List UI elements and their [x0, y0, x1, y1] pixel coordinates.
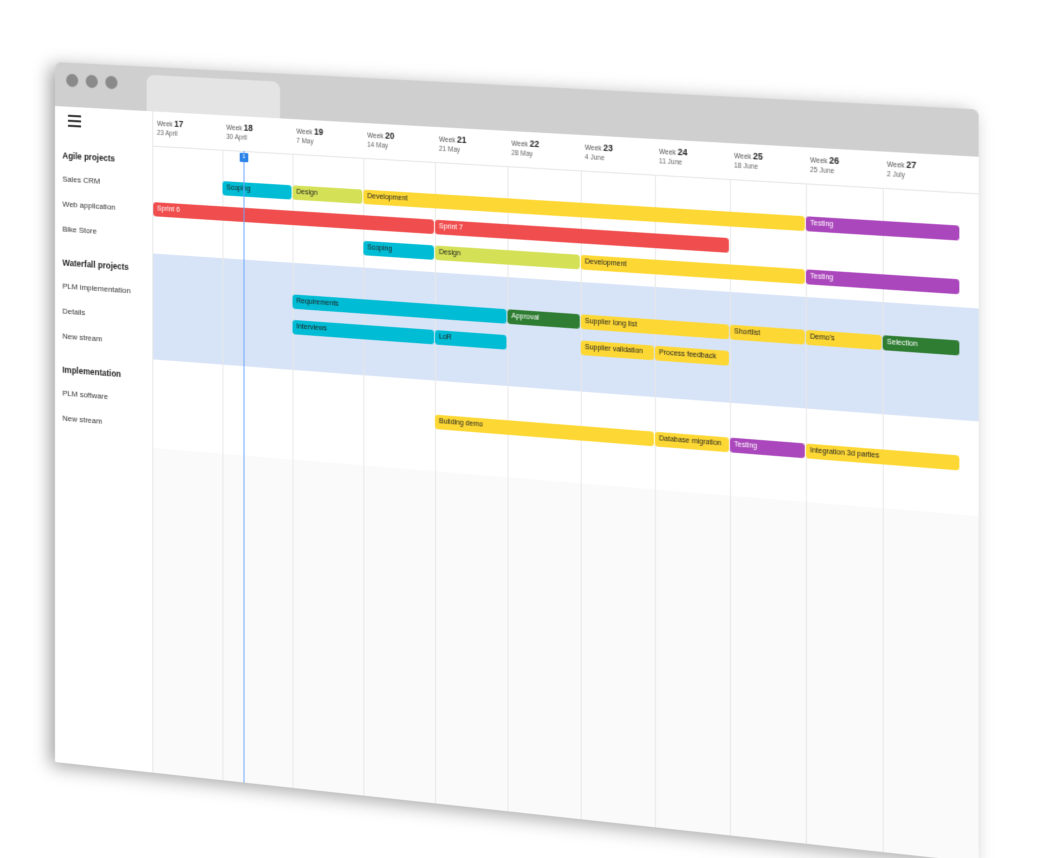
week-start-date: 11 June: [659, 158, 682, 167]
week-gridline: [730, 143, 731, 835]
browser-window: Agile projects Sales CRM Web application Bi…: [55, 62, 979, 858]
week-prefix: Week: [734, 153, 751, 161]
gantt-bar[interactable]: Building demo: [435, 415, 654, 447]
week-gridline: [883, 152, 884, 853]
project-sidebar: Agile projects Sales CRM Web application Bi…: [55, 106, 153, 773]
week-start-date: 21 May: [439, 146, 460, 154]
week-label: Week 17: [157, 118, 183, 130]
week-prefix: Week: [296, 128, 312, 136]
week-start-date: 2 July: [887, 171, 905, 180]
week-start-date: 28 May: [511, 150, 532, 158]
week-label: Week 22: [511, 137, 539, 149]
project-row-label[interactable]: Sales CRM: [62, 174, 100, 185]
today-line: [243, 151, 244, 783]
week-column-header: Week 27 2 July: [883, 152, 961, 193]
week-column-header: Week 17 23 April: [153, 111, 222, 149]
week-label: Week 26: [810, 154, 839, 166]
week-number: 19: [314, 126, 323, 137]
week-prefix: Week: [585, 145, 602, 153]
gantt-bar[interactable]: Shortlist: [730, 325, 805, 345]
gantt-bar[interactable]: Selection: [883, 335, 960, 355]
gantt-bar[interactable]: Sprint 6: [153, 202, 434, 234]
gantt-bar[interactable]: Design: [293, 185, 363, 204]
week-prefix: Week: [887, 161, 905, 169]
group-title: Waterfall projects: [62, 258, 128, 273]
week-label: Week 19: [296, 125, 323, 137]
project-row-label[interactable]: Details: [62, 307, 85, 318]
week-number: 27: [906, 159, 916, 170]
project-row-label[interactable]: Web application: [62, 199, 115, 211]
screenshot-stage: Agile projects Sales CRM Web application Bi…: [0, 0, 1040, 816]
week-number: 25: [753, 151, 763, 162]
project-row-label[interactable]: PLM software: [62, 389, 108, 402]
week-label: Week 21: [439, 133, 466, 145]
week-number: 21: [457, 134, 466, 145]
group-title: Implementation: [62, 365, 121, 380]
week-label: Week 25: [734, 150, 763, 162]
week-prefix: Week: [659, 149, 676, 157]
gantt-bar[interactable]: Scoping: [222, 181, 291, 199]
week-start-date: 25 June: [810, 167, 834, 176]
gantt-app: Agile projects Sales CRM Web application Bi…: [55, 106, 979, 858]
gantt-bar[interactable]: Database migration: [655, 432, 729, 453]
week-prefix: Week: [157, 121, 173, 129]
project-row-label[interactable]: New stream: [62, 414, 102, 426]
week-label: Week 27: [887, 158, 916, 170]
week-start-date: 23 April: [157, 130, 178, 138]
week-number: 18: [244, 122, 253, 133]
week-column-header: Week 18 30 April: [222, 115, 292, 154]
week-number: 22: [530, 138, 539, 149]
gantt-bar[interactable]: Development: [581, 255, 805, 284]
week-column-header: Week 20 14 May: [363, 123, 435, 162]
gantt-bar[interactable]: Approval: [507, 309, 579, 329]
window-minimize-dot-icon[interactable]: [86, 75, 98, 89]
gantt-bar[interactable]: LoR: [435, 330, 506, 350]
week-column-header: Week 24 11 June: [655, 139, 730, 179]
week-number: 24: [678, 147, 688, 158]
week-prefix: Week: [810, 157, 827, 165]
gantt-bar[interactable]: Requirements: [293, 294, 507, 323]
week-gridline: [806, 147, 807, 844]
gantt-bar[interactable]: Testing: [730, 438, 805, 459]
gantt-bar[interactable]: Scoping: [363, 241, 434, 260]
gantt-timeline: Week 17 23 April Week 18 30 April Week 19 7 M…: [153, 111, 978, 858]
week-column-header: Week 19 7 May: [293, 119, 364, 158]
week-number: 17: [174, 119, 183, 130]
week-start-date: 4 June: [585, 154, 605, 162]
week-column-header: Week 22 28 May: [507, 131, 580, 170]
week-label: Week 24: [659, 146, 687, 158]
week-column-header: Week 26 25 June: [806, 147, 883, 188]
week-prefix: Week: [226, 125, 242, 133]
hamburger-menu-icon[interactable]: [68, 115, 81, 128]
week-label: Week 23: [585, 141, 613, 153]
week-number: 23: [603, 142, 613, 153]
project-row-label[interactable]: New stream: [62, 332, 102, 344]
project-row-label[interactable]: PLM implementation: [62, 282, 130, 296]
window-close-dot-icon[interactable]: [66, 74, 78, 88]
week-number: 26: [829, 155, 839, 166]
week-label: Week 20: [367, 129, 394, 141]
week-start-date: 7 May: [296, 138, 313, 146]
week-column-header: Week 21 21 May: [435, 127, 507, 166]
project-row-label[interactable]: Bike Store: [62, 224, 96, 235]
window-maximize-dot-icon[interactable]: [105, 76, 117, 90]
week-prefix: Week: [439, 136, 455, 144]
week-number: 20: [385, 130, 394, 141]
gantt-bar[interactable]: Process feedback: [655, 346, 729, 366]
week-start-date: 18 June: [734, 162, 758, 171]
week-column-header: Week 25 18 June: [730, 143, 806, 183]
week-start-date: 14 May: [367, 142, 388, 150]
week-start-date: 30 April: [226, 134, 247, 142]
week-column-header: Week 23 4 June: [581, 135, 655, 175]
today-marker[interactable]: 1: [240, 153, 249, 163]
gantt-bar[interactable]: Supplier validation: [581, 340, 654, 360]
week-prefix: Week: [367, 132, 383, 140]
week-label: Week 18: [226, 122, 253, 134]
week-prefix: Week: [511, 140, 528, 148]
group-title: Agile projects: [62, 150, 114, 163]
gantt-bar[interactable]: Demo's: [806, 330, 882, 350]
